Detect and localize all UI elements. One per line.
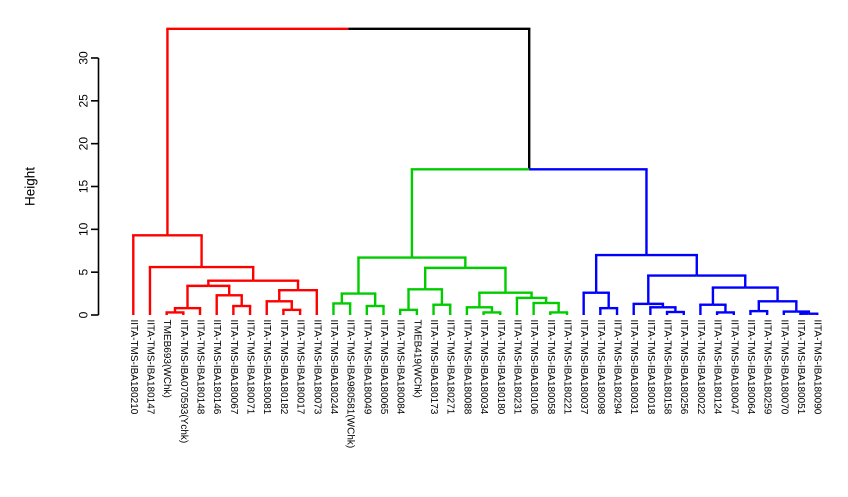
leaf-label: IITA-TMS-IBA180256 xyxy=(678,320,689,415)
leaf-label: IITA-TMS-IBA180210 xyxy=(128,320,139,415)
leaf-label: IITA-TMS-IBA180173 xyxy=(428,320,439,415)
leaf-label: IITA-TMS-IBA180124 xyxy=(712,320,723,415)
leaf-label: IITA-TMS-IBA180221 xyxy=(561,320,572,415)
y-axis-tick-label: 0 xyxy=(77,311,91,318)
leaf-label: IITA-TMS-IBA180088 xyxy=(461,320,472,415)
y-axis-title: Height xyxy=(23,167,38,206)
leaf-label: IITA-TMS-IBA180064 xyxy=(745,320,756,415)
leaf-label: IITA-TMS-IBA070593(Ychk) xyxy=(178,320,189,444)
y-axis-tick-label: 30 xyxy=(77,51,91,65)
leaf-label: IITA-TMS-IBA180294 xyxy=(612,320,623,415)
leaf-label: IITA-TMS-IBA180106 xyxy=(528,320,539,415)
leaf-label: IITA-TMS-IBA180049 xyxy=(361,320,372,415)
leaf-label: IITA-TMS-IBA180146 xyxy=(211,320,222,415)
leaf-label: IITA-TMS-IBA180071 xyxy=(245,320,256,415)
leaf-label: IITA-TMS-IBA180017 xyxy=(295,320,306,415)
leaf-label: IITA-TMS-IBA180065 xyxy=(378,320,389,415)
leaf-label: IITA-TMS-IBA180073 xyxy=(311,320,322,415)
leaf-label: IITA-TMS-IBA180147 xyxy=(144,320,155,415)
leaf-label: IITA-TMS-IBA180098 xyxy=(595,320,606,415)
leaf-label: IITA-TMS-IBA180158 xyxy=(662,320,673,415)
leaf-label: IITA-TMS-IBA180034 xyxy=(478,320,489,415)
y-axis-tick-label: 10 xyxy=(77,222,91,236)
leaf-label: IITA-TMS-IBA180090 xyxy=(812,320,823,415)
leaf-label: IITA-TMS-IBA180037 xyxy=(578,320,589,415)
y-axis-tick-label: 25 xyxy=(77,94,91,108)
y-axis-tick-label: 5 xyxy=(77,269,91,276)
leaf-label: IITA-TMS-IBA180031 xyxy=(628,320,639,415)
leaf-label: IITA-TMS-IBA180182 xyxy=(278,320,289,415)
leaf-label: IITA-TMS-IBA180244 xyxy=(328,320,339,415)
leaf-label: IITA-TMS-IBA180058 xyxy=(545,320,556,415)
leaf-label: IITA-TMS-IBA180051 xyxy=(795,320,806,415)
leaf-label: IITA-TMS-IBA180271 xyxy=(445,320,456,415)
leaf-label: IITA-TMS-IBA180047 xyxy=(728,320,739,415)
leaf-label: IITA-TMS-IBA180148 xyxy=(195,320,206,415)
dendrogram-branches xyxy=(132,27,819,315)
leaf-label: IITA-TMS-IBA180084 xyxy=(395,320,406,415)
leaf-label: IITA-TMS-IBA180018 xyxy=(645,320,656,415)
leaf-label: IITA-TMS-IBA180067 xyxy=(228,320,239,415)
leaf-label: IITA-TMS-IBA180022 xyxy=(695,320,706,415)
y-axis: 0 5 10 15 20 25 30 Height xyxy=(23,51,100,318)
leaf-label: TMEB693(WChk) xyxy=(161,320,172,398)
leaf-label: IITA-TMS-IBA180180 xyxy=(495,320,506,415)
leaf-label: IITA-TMS-IBA180081 xyxy=(261,320,272,415)
y-axis-tick-label: 15 xyxy=(77,180,91,194)
leaf-label: TMEB419(WChk) xyxy=(411,320,422,398)
leaf-label: IITA-TMS-IBA180070 xyxy=(778,320,789,415)
leaf-labels: IITA-TMS-IBA180210 IITA-TMS-IBA180147 TMEB… xyxy=(128,320,823,449)
leaf-label: IITA-TMS-IBA180259 xyxy=(762,320,773,415)
y-axis-tick-label: 20 xyxy=(77,137,91,151)
leaf-label: IITA-TMS-IBA980581(WChk) xyxy=(345,320,356,449)
leaf-label: IITA-TMS-IBA180231 xyxy=(511,320,522,415)
